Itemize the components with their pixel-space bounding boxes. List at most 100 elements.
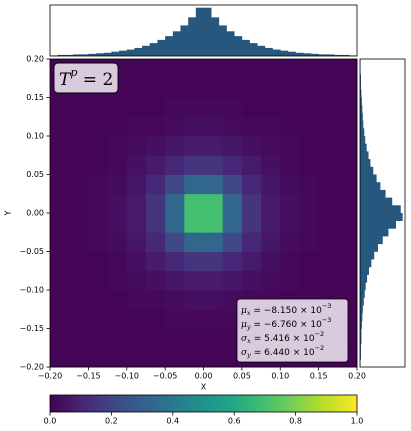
heatmap-cell (107, 309, 128, 329)
y-hist-bar (360, 251, 375, 260)
y-hist-bar (360, 189, 386, 198)
heatmap-cell (126, 97, 147, 118)
heatmap-cell (50, 136, 70, 156)
heatmap-cell (107, 270, 128, 291)
heatmap-cell (222, 59, 243, 79)
heatmap-cell (203, 309, 224, 329)
y-hist-bar (360, 328, 362, 337)
heatmap-cell (280, 97, 300, 118)
heatmap-cell (145, 213, 166, 233)
heatmap-cell (165, 270, 185, 291)
y-tick-label: 0.00 (26, 209, 44, 218)
heatmap-cell (165, 251, 185, 272)
label-text: Tp = 2 (59, 66, 113, 90)
y-hist-bar (360, 205, 401, 214)
heatmap-cell (145, 290, 166, 310)
heatmap-cell (88, 270, 108, 291)
heatmap-cell (145, 309, 166, 329)
y-tick-label: 0.15 (26, 93, 44, 102)
y-hist-bar (360, 259, 372, 268)
stats-exp: −2 (315, 330, 325, 338)
heatmap-cell (203, 251, 224, 272)
heatmap-cell (107, 347, 128, 368)
x-hist-bar (287, 51, 296, 56)
x-hist-bar (57, 54, 66, 56)
y-hist-bar (360, 282, 366, 291)
heatmap-cell (145, 97, 166, 118)
heatmap-cell (280, 136, 300, 156)
x-hist-bar (341, 54, 350, 56)
x-hist-bar (264, 47, 273, 56)
y-axis-label: Y (4, 210, 13, 216)
y-hist-bar (360, 313, 363, 322)
x-hist-bar (249, 43, 258, 56)
colorbar-tick-label: 0.8 (289, 417, 302, 426)
heatmap-cell (280, 213, 300, 233)
y-hist-bar (360, 97, 362, 106)
heatmap-cell (184, 290, 204, 310)
heatmap-cell (318, 155, 339, 175)
heatmap-cell (318, 251, 339, 272)
heatmap-cell (203, 174, 224, 195)
y-hist-bar (360, 89, 362, 98)
stats-box (236, 298, 349, 363)
x-tick-label: 0.20 (348, 372, 366, 381)
heatmap-cell (88, 174, 108, 195)
y-hist-bar (360, 182, 381, 191)
heatmap-cell (261, 59, 281, 79)
x-hist-bar (326, 54, 335, 56)
heatmap-cell (165, 309, 185, 329)
heatmap-cell (126, 232, 147, 252)
heatmap-cell (241, 59, 262, 79)
heatmap-cell (88, 328, 108, 349)
heatmap-cell (165, 328, 185, 349)
heatmap-cell (261, 213, 281, 233)
colorbar-tick-label: 0.4 (166, 417, 179, 426)
stats-sub: y (246, 351, 251, 359)
heatmap-cell (126, 347, 147, 368)
x-hist-bar (272, 49, 281, 56)
heatmap-cell (299, 78, 320, 98)
stats-rest: = −6.760 × 10 (251, 320, 323, 330)
heatmap-cell (299, 174, 320, 195)
y-hist-bar (360, 128, 365, 137)
heatmap-cell (107, 174, 128, 195)
y-tick-label: 0.10 (26, 132, 44, 141)
heatmap-cell (337, 270, 358, 291)
x-hist-bar (165, 36, 174, 56)
heatmap-cell (126, 290, 147, 310)
y-hist-bar (360, 74, 361, 83)
heatmap-cell (145, 347, 166, 368)
heatmap-cell (107, 136, 128, 156)
heatmap-cell (222, 270, 243, 291)
heatmap-cell (126, 193, 147, 214)
heatmap-cell (203, 328, 224, 349)
label-base: T (59, 70, 72, 90)
heatmap-cell (50, 213, 70, 233)
heatmap-cell (203, 270, 224, 291)
stats-symbol: μ (241, 320, 247, 330)
heatmap-cell (261, 78, 281, 98)
heatmap-cell (145, 136, 166, 156)
heatmap-cell (280, 193, 300, 214)
heatmap-cell (69, 251, 89, 272)
x-hist-bar (172, 31, 181, 56)
heatmap-cell (318, 213, 339, 233)
heatmap-cell (299, 193, 320, 214)
heatmap-cell (145, 174, 166, 195)
x-tick-label: −0.10 (114, 372, 139, 381)
heatmap-cell (69, 155, 89, 175)
heatmap-cell (318, 116, 339, 137)
heatmap-cell (184, 270, 204, 291)
heatmap-cell (241, 174, 262, 195)
stats-rest: = 6.440 × 10 (251, 348, 315, 358)
heatmap-cell (337, 78, 358, 98)
heatmap-cell (184, 116, 204, 137)
heatmap-cell (299, 136, 320, 156)
colorbar (49, 394, 358, 413)
x-tick-label: 0.10 (271, 372, 289, 381)
stats-sub: x (247, 309, 251, 317)
heatmap-cell (50, 309, 70, 329)
heatmap-cell (222, 136, 243, 156)
heatmap-cell (222, 213, 243, 233)
